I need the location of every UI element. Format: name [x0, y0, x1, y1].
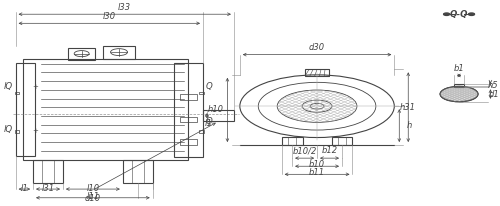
Bar — [180, 139, 198, 145]
Bar — [68, 48, 96, 60]
Text: b10/2: b10/2 — [292, 146, 317, 155]
Circle shape — [444, 13, 450, 15]
Text: Q: Q — [206, 117, 212, 126]
Text: b12: b12 — [322, 146, 338, 155]
Text: b10: b10 — [309, 160, 325, 169]
Text: d1: d1 — [488, 90, 500, 98]
Text: l1: l1 — [205, 119, 213, 128]
Bar — [332, 137, 352, 145]
Text: h31: h31 — [400, 103, 415, 112]
Bar — [180, 117, 198, 122]
Text: l31: l31 — [42, 184, 54, 193]
Text: Q: Q — [206, 82, 212, 91]
Bar — [14, 130, 20, 133]
Text: +: + — [32, 84, 38, 90]
Circle shape — [468, 13, 474, 15]
Bar — [174, 63, 203, 157]
Bar — [103, 46, 135, 59]
Bar — [23, 59, 188, 160]
Text: lQ: lQ — [4, 82, 13, 91]
Bar — [203, 110, 234, 121]
Bar — [199, 92, 204, 94]
Text: l10: l10 — [86, 184, 100, 193]
Text: b11: b11 — [309, 168, 325, 177]
Text: h10: h10 — [208, 105, 224, 114]
Bar — [33, 160, 63, 183]
Bar — [454, 84, 464, 87]
Text: h: h — [406, 121, 412, 130]
Bar — [305, 69, 329, 76]
Text: d30: d30 — [309, 43, 325, 52]
Text: b1: b1 — [454, 64, 464, 74]
Text: l11: l11 — [86, 192, 100, 201]
Text: Q-Q: Q-Q — [450, 10, 468, 19]
Bar — [14, 92, 20, 94]
Text: h5: h5 — [488, 81, 498, 90]
Text: l1: l1 — [20, 184, 28, 193]
Text: l30: l30 — [102, 12, 116, 21]
Bar — [282, 137, 302, 145]
Text: +: + — [32, 129, 38, 135]
Bar — [123, 160, 152, 183]
Text: d10: d10 — [85, 194, 101, 203]
Bar — [16, 63, 34, 156]
Text: l33: l33 — [118, 3, 132, 12]
Text: lQ: lQ — [4, 125, 13, 134]
Bar — [180, 95, 198, 100]
Bar — [199, 130, 204, 133]
